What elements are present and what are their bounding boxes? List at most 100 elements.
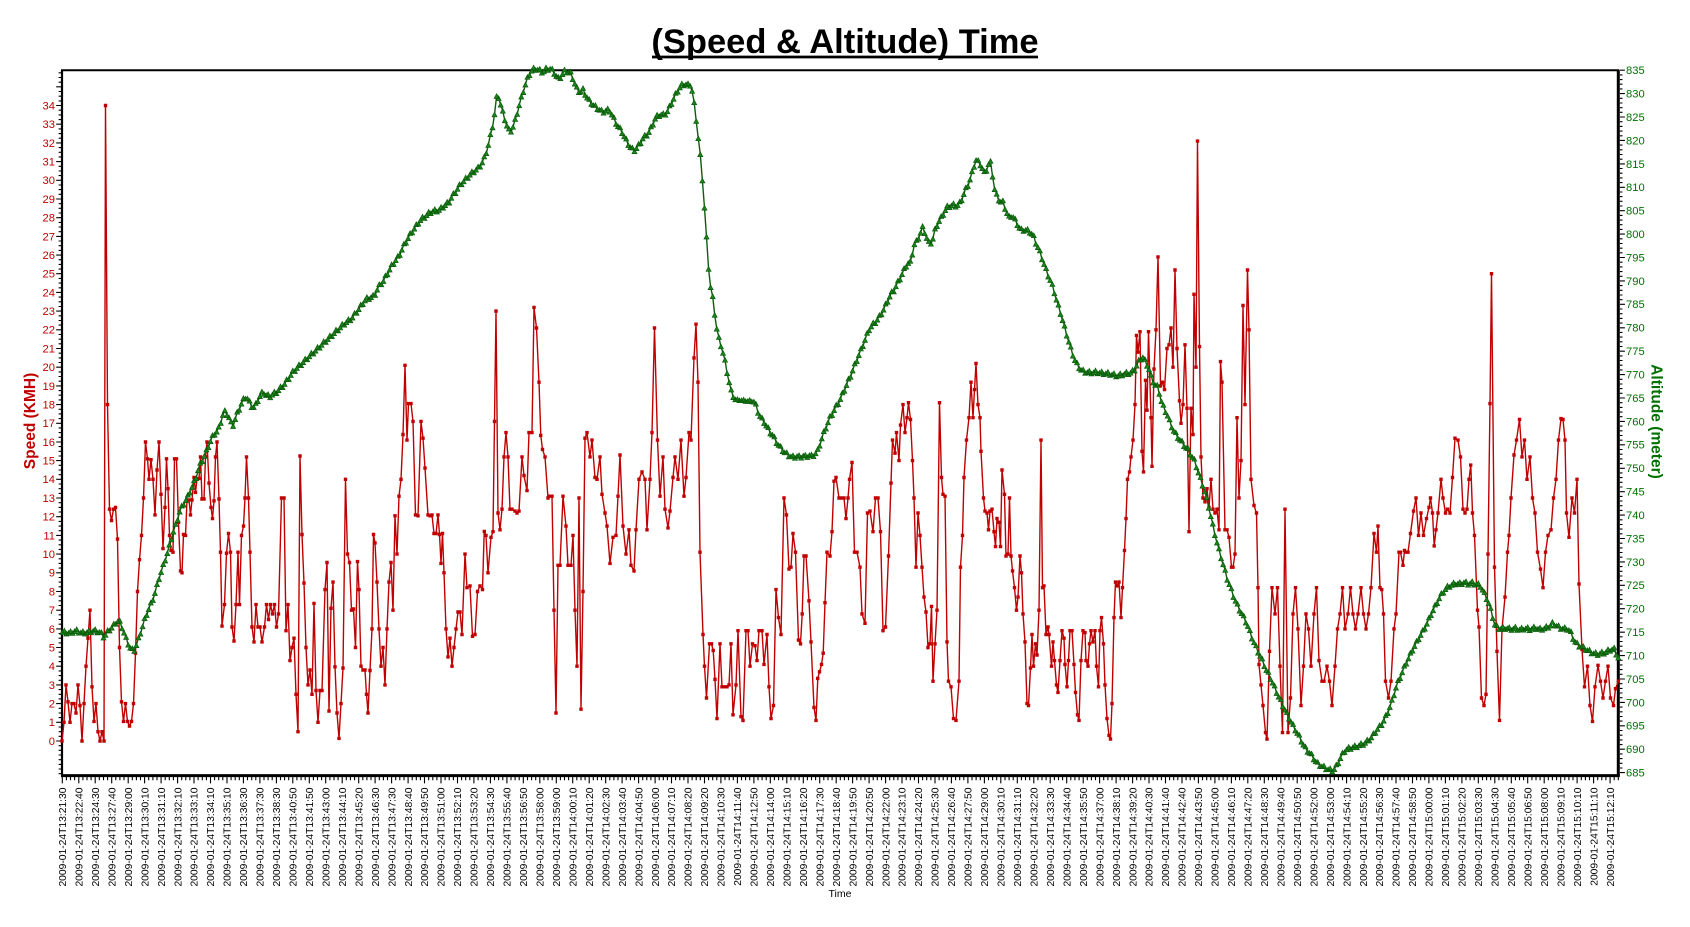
svg-text:2009-01-24T13:41:50: 2009-01-24T13:41:50: [305, 787, 316, 886]
svg-text:790: 790: [1626, 276, 1645, 288]
svg-text:2009-01-24T15:04:30: 2009-01-24T15:04:30: [1491, 787, 1502, 886]
svg-text:2009-01-24T13:52:10: 2009-01-24T13:52:10: [453, 787, 464, 886]
svg-text:785: 785: [1626, 299, 1645, 311]
svg-text:2009-01-24T15:06:50: 2009-01-24T15:06:50: [1523, 787, 1534, 886]
svg-text:2009-01-24T14:29:00: 2009-01-24T14:29:00: [980, 787, 991, 886]
svg-text:2009-01-24T15:09:10: 2009-01-24T15:09:10: [1556, 787, 1567, 886]
svg-text:2009-01-24T13:33:10: 2009-01-24T13:33:10: [190, 787, 201, 886]
svg-text:2009-01-24T14:17:30: 2009-01-24T14:17:30: [815, 787, 826, 886]
svg-text:27: 27: [43, 231, 55, 243]
svg-text:2009-01-24T14:31:10: 2009-01-24T14:31:10: [1013, 787, 1024, 886]
svg-text:725: 725: [1626, 580, 1645, 592]
svg-text:2009-01-24T13:30:10: 2009-01-24T13:30:10: [140, 787, 151, 886]
svg-text:775: 775: [1626, 346, 1645, 358]
svg-text:2009-01-24T14:50:50: 2009-01-24T14:50:50: [1293, 787, 1304, 886]
svg-text:795: 795: [1626, 252, 1645, 264]
svg-text:2009-01-24T14:32:20: 2009-01-24T14:32:20: [1030, 787, 1041, 886]
svg-text:Altitude (meter): Altitude (meter): [1648, 364, 1665, 479]
svg-text:770: 770: [1626, 370, 1645, 382]
svg-text:2009-01-24T14:47:20: 2009-01-24T14:47:20: [1244, 787, 1255, 886]
svg-text:2009-01-24T14:15:10: 2009-01-24T14:15:10: [783, 787, 794, 886]
svg-text:2009-01-24T14:19:50: 2009-01-24T14:19:50: [848, 787, 859, 886]
svg-text:26: 26: [43, 250, 55, 262]
svg-text:2009-01-24T14:10:30: 2009-01-24T14:10:30: [717, 787, 728, 886]
svg-text:2009-01-24T13:54:30: 2009-01-24T13:54:30: [486, 787, 497, 886]
svg-text:2009-01-24T14:22:00: 2009-01-24T14:22:00: [881, 787, 892, 886]
svg-text:765: 765: [1626, 393, 1645, 405]
svg-text:2009-01-24T14:30:10: 2009-01-24T14:30:10: [997, 787, 1008, 886]
svg-text:21: 21: [43, 343, 55, 355]
svg-text:800: 800: [1626, 229, 1645, 241]
svg-text:5: 5: [49, 642, 55, 654]
svg-text:2009-01-24T14:49:40: 2009-01-24T14:49:40: [1277, 787, 1288, 886]
svg-text:4: 4: [49, 661, 55, 673]
svg-text:815: 815: [1626, 159, 1645, 171]
svg-text:2009-01-24T14:25:30: 2009-01-24T14:25:30: [931, 787, 942, 886]
svg-text:2009-01-24T14:57:40: 2009-01-24T14:57:40: [1392, 787, 1403, 886]
svg-text:2009-01-24T13:47:30: 2009-01-24T13:47:30: [387, 787, 398, 886]
svg-text:2009-01-24T13:31:10: 2009-01-24T13:31:10: [157, 787, 168, 886]
svg-text:2009-01-24T14:16:20: 2009-01-24T14:16:20: [799, 787, 810, 886]
svg-text:2009-01-24T14:54:10: 2009-01-24T14:54:10: [1342, 787, 1353, 886]
svg-text:2009-01-24T14:18:40: 2009-01-24T14:18:40: [832, 787, 843, 886]
svg-text:2009-01-24T13:38:30: 2009-01-24T13:38:30: [272, 787, 283, 886]
svg-text:2009-01-24T14:20:50: 2009-01-24T14:20:50: [865, 787, 876, 886]
svg-text:2009-01-24T13:22:40: 2009-01-24T13:22:40: [75, 787, 86, 886]
svg-text:2009-01-24T15:03:30: 2009-01-24T15:03:30: [1474, 787, 1485, 886]
svg-text:2009-01-24T15:05:40: 2009-01-24T15:05:40: [1507, 787, 1518, 886]
svg-text:2009-01-24T13:55:40: 2009-01-24T13:55:40: [503, 787, 514, 886]
svg-text:0: 0: [49, 736, 55, 748]
svg-text:745: 745: [1626, 487, 1645, 499]
svg-text:740: 740: [1626, 510, 1645, 522]
svg-text:2009-01-24T13:36:30: 2009-01-24T13:36:30: [239, 787, 250, 886]
svg-text:15: 15: [43, 456, 55, 468]
svg-text:Speed (KMH): Speed (KMH): [22, 373, 39, 469]
svg-text:2009-01-24T14:00:10: 2009-01-24T14:00:10: [568, 787, 579, 886]
svg-text:2009-01-24T14:45:00: 2009-01-24T14:45:00: [1211, 787, 1222, 886]
svg-text:810: 810: [1626, 182, 1645, 194]
svg-text:2009-01-24T13:49:50: 2009-01-24T13:49:50: [420, 787, 431, 886]
svg-text:2009-01-24T14:24:20: 2009-01-24T14:24:20: [914, 787, 925, 886]
svg-text:2: 2: [49, 699, 55, 711]
svg-text:2009-01-24T14:08:20: 2009-01-24T14:08:20: [684, 787, 695, 886]
svg-text:2009-01-24T14:46:10: 2009-01-24T14:46:10: [1227, 787, 1238, 886]
svg-text:2009-01-24T15:02:20: 2009-01-24T15:02:20: [1458, 787, 1469, 886]
svg-text:14: 14: [43, 474, 55, 486]
svg-text:25: 25: [43, 269, 55, 281]
svg-text:2009-01-24T14:12:50: 2009-01-24T14:12:50: [750, 787, 761, 886]
svg-text:2009-01-24T13:45:20: 2009-01-24T13:45:20: [354, 787, 365, 886]
svg-text:700: 700: [1626, 697, 1645, 709]
svg-text:2009-01-24T14:11:40: 2009-01-24T14:11:40: [733, 787, 744, 886]
svg-text:2009-01-24T13:32:10: 2009-01-24T13:32:10: [173, 787, 184, 886]
svg-text:760: 760: [1626, 416, 1645, 428]
svg-text:2009-01-24T13:46:30: 2009-01-24T13:46:30: [371, 787, 382, 886]
svg-text:755: 755: [1626, 440, 1645, 452]
svg-text:2009-01-24T14:09:20: 2009-01-24T14:09:20: [700, 787, 711, 886]
svg-text:10: 10: [43, 549, 55, 561]
svg-text:805: 805: [1626, 206, 1645, 218]
svg-text:2009-01-24T15:12:10: 2009-01-24T15:12:10: [1606, 787, 1617, 886]
svg-text:750: 750: [1626, 463, 1645, 475]
svg-text:13: 13: [43, 493, 55, 505]
svg-text:690: 690: [1626, 744, 1645, 756]
svg-text:2009-01-24T14:26:40: 2009-01-24T14:26:40: [947, 787, 958, 886]
svg-text:2009-01-24T14:58:50: 2009-01-24T14:58:50: [1408, 787, 1419, 886]
svg-text:780: 780: [1626, 323, 1645, 335]
svg-text:710: 710: [1626, 651, 1645, 663]
svg-text:2009-01-24T14:02:30: 2009-01-24T14:02:30: [601, 787, 612, 886]
svg-text:7: 7: [49, 605, 55, 617]
svg-text:715: 715: [1626, 627, 1645, 639]
svg-text:2009-01-24T14:53:00: 2009-01-24T14:53:00: [1326, 787, 1337, 886]
svg-text:2009-01-24T13:24:30: 2009-01-24T13:24:30: [91, 787, 102, 886]
svg-text:2009-01-24T14:35:50: 2009-01-24T14:35:50: [1079, 787, 1090, 886]
svg-text:2009-01-24T14:33:30: 2009-01-24T14:33:30: [1046, 787, 1057, 886]
svg-text:2009-01-24T14:56:30: 2009-01-24T14:56:30: [1375, 787, 1386, 886]
svg-text:2009-01-24T14:55:20: 2009-01-24T14:55:20: [1359, 787, 1370, 886]
svg-text:29: 29: [43, 194, 55, 206]
svg-text:2009-01-24T15:11:10: 2009-01-24T15:11:10: [1589, 787, 1600, 886]
svg-text:830: 830: [1626, 89, 1645, 101]
svg-text:24: 24: [43, 287, 55, 299]
svg-text:2009-01-24T14:41:40: 2009-01-24T14:41:40: [1161, 787, 1172, 886]
svg-text:735: 735: [1626, 533, 1645, 545]
svg-text:2009-01-24T14:03:40: 2009-01-24T14:03:40: [618, 787, 629, 886]
